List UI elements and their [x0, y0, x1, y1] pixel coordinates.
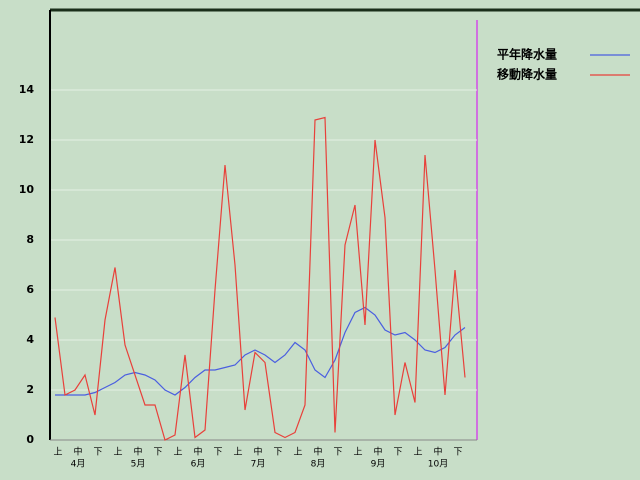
x-tick-label: 下 [273, 448, 282, 458]
legend-label: 移動降水量 [497, 67, 557, 82]
x-tick-label: 下 [453, 448, 462, 458]
x-tick-label: 下 [393, 448, 402, 458]
x-tick-label: 中 [193, 446, 202, 458]
y-tick-label: 6 [26, 283, 34, 296]
x-tick-label: 中 [133, 446, 142, 458]
y-tick-label: 8 [26, 233, 34, 246]
x-tick-label: 下 [93, 448, 102, 458]
y-tick-label: 14 [19, 83, 35, 96]
x-tick-label: 中 [373, 446, 382, 458]
month-label: 5月 [131, 459, 146, 470]
y-tick-label: 10 [19, 183, 35, 196]
y-tick-label: 0 [26, 433, 34, 446]
month-label: 8月 [311, 459, 326, 470]
x-tick-label: 下 [333, 448, 342, 458]
month-label: 7月 [251, 459, 266, 470]
y-tick-label: 12 [19, 133, 34, 146]
x-tick-label: 中 [433, 446, 442, 458]
month-label: 10月 [428, 459, 448, 470]
y-tick-label: 4 [26, 333, 34, 346]
x-tick-label: 中 [73, 446, 82, 458]
y-tick-label: 2 [26, 383, 34, 396]
x-tick-label: 上 [173, 447, 182, 458]
x-tick-label: 下 [213, 448, 222, 458]
series-line [54, 116, 466, 441]
x-tick-label: 上 [53, 447, 62, 458]
x-tick-label: 上 [233, 447, 242, 458]
month-label: 6月 [191, 459, 206, 470]
series-line [55, 306, 466, 396]
month-label: 4月 [71, 459, 86, 470]
x-tick-label: 上 [113, 447, 122, 458]
legend-label: 平年降水量 [497, 47, 557, 62]
month-label: 9月 [371, 459, 386, 470]
x-tick-label: 上 [353, 447, 362, 458]
x-tick-label: 上 [413, 447, 422, 458]
x-tick-label: 下 [153, 448, 162, 458]
x-tick-label: 上 [293, 447, 302, 458]
x-tick-label: 中 [313, 446, 322, 458]
x-tick-label: 中 [253, 446, 262, 458]
